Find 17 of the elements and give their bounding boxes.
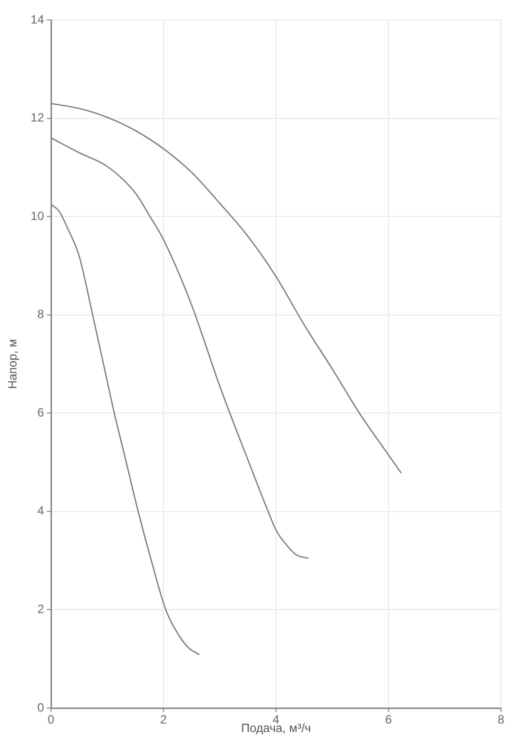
x-tick-label: 8 [498,712,505,727]
y-tick-label: 8 [37,307,44,322]
line-series [51,102,402,474]
y-tick-label: 2 [37,602,44,616]
x-tick-label: 2 [160,712,168,727]
x-tick-label: 0 [48,712,55,727]
x-tick-label: 4 [272,712,280,727]
y-tick-label: 0 [37,700,44,714]
y-tick-label: 14 [30,12,44,26]
x-tick-label: 6 [385,712,392,727]
y-axis-title: Напор, м [6,338,20,390]
y-tick-label: 12 [30,110,44,125]
line-series [51,137,309,559]
line-series [51,204,200,656]
y-tick-label: 4 [37,504,44,518]
y-tick-label: 6 [37,405,44,420]
y-tick-label: 10 [30,208,44,223]
